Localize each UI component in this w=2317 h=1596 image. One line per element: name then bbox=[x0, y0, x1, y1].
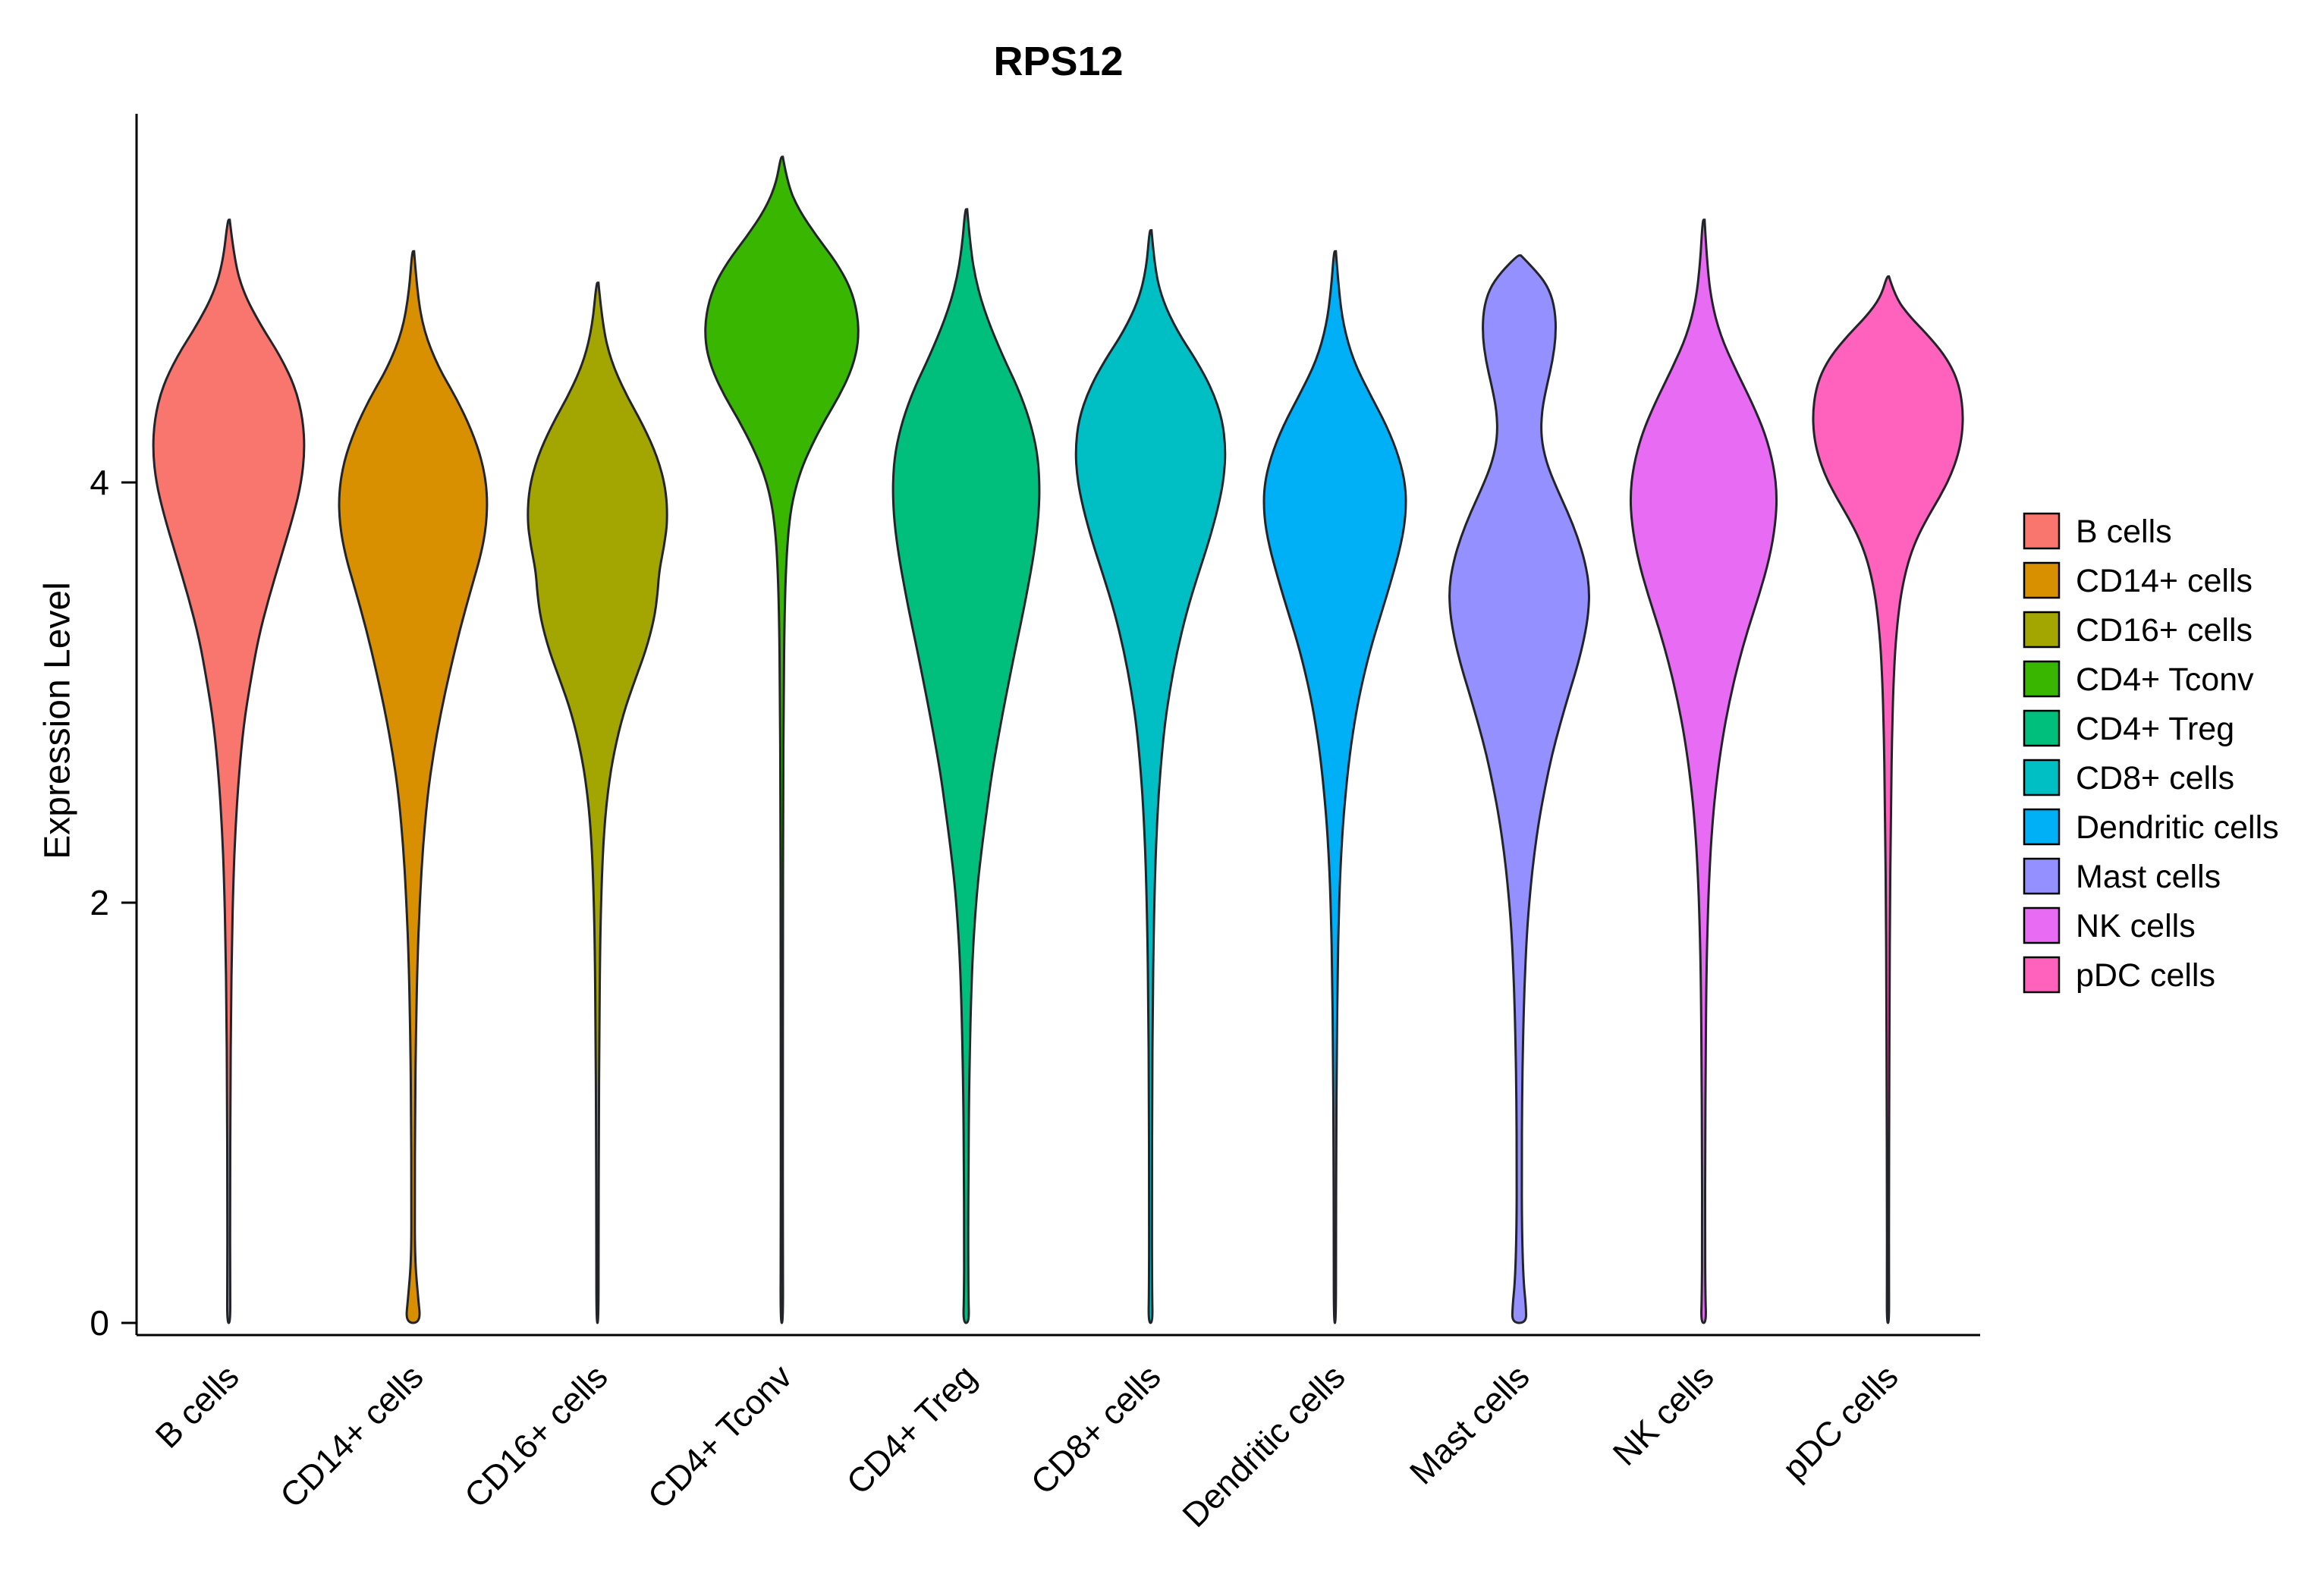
x-axis-label-mast-cells: Mast cells bbox=[1402, 1357, 1537, 1492]
x-axis-label-pdc-cells: pDC cells bbox=[1775, 1357, 1905, 1488]
x-axis-label-b-cells: B cells bbox=[148, 1357, 247, 1456]
violin-cd16-cells bbox=[527, 281, 668, 1324]
violin-cd14-cells bbox=[338, 250, 489, 1324]
legend-swatch-dendritic-cells bbox=[2023, 808, 2061, 846]
legend-label-mast-cells: Mast cells bbox=[2076, 859, 2221, 895]
violin-cd4-treg bbox=[891, 208, 1041, 1324]
legend-swatch-nk-cells bbox=[2023, 906, 2061, 944]
legend-swatch-cd8-cells bbox=[2023, 759, 2061, 796]
x-axis-label-cd4-tconv: CD4+ Tconv bbox=[640, 1357, 800, 1516]
y-tick-label: 0 bbox=[90, 1303, 109, 1343]
x-axis-label-cd14-cells: CD14+ cells bbox=[272, 1357, 430, 1515]
x-axis-label-cd16-cells: CD16+ cells bbox=[457, 1357, 615, 1515]
legend-label-cd16-cells: CD16+ cells bbox=[2076, 612, 2253, 649]
x-axis-label-dendritic-cells: Dendritic cells bbox=[1174, 1357, 1352, 1535]
legend-swatch-cd14-cells bbox=[2023, 561, 2061, 599]
violin-cd4-tconv bbox=[704, 156, 860, 1324]
legend-label-cd14-cells: CD14+ cells bbox=[2076, 563, 2253, 599]
y-axis-title: Expression Level bbox=[37, 582, 78, 859]
legend-swatch-cd4-tconv bbox=[2023, 660, 2061, 698]
legend-label-cd4-treg: CD4+ Treg bbox=[2076, 711, 2234, 747]
y-tick-label: 4 bbox=[90, 463, 109, 502]
violin-pdc-cells bbox=[1812, 275, 1964, 1324]
legend-label-cd8-cells: CD8+ cells bbox=[2076, 760, 2234, 796]
x-axis-label-cd8-cells: CD8+ cells bbox=[1023, 1357, 1168, 1502]
legend-label-cd4-tconv: CD4+ Tconv bbox=[2076, 661, 2254, 698]
legend-swatch-cd16-cells bbox=[2023, 611, 2061, 649]
x-axis-label-nk-cells: NK cells bbox=[1605, 1357, 1721, 1473]
violin-b-cells bbox=[152, 218, 306, 1324]
legend-label-pdc-cells: pDC cells bbox=[2076, 957, 2215, 994]
legend-swatch-cd4-treg bbox=[2023, 709, 2061, 747]
violin-dendritic-cells bbox=[1262, 250, 1407, 1324]
violin-mast-cells bbox=[1448, 254, 1590, 1324]
legend-swatch-pdc-cells bbox=[2023, 956, 2061, 994]
x-axis-label-cd4-treg: CD4+ Treg bbox=[839, 1357, 984, 1502]
plot-title: RPS12 bbox=[993, 39, 1124, 84]
legend-swatch-b-cells bbox=[2023, 512, 2061, 550]
legend-label-nk-cells: NK cells bbox=[2076, 908, 2196, 944]
violin-cd8-cells bbox=[1074, 229, 1227, 1324]
violin-nk-cells bbox=[1629, 218, 1778, 1324]
legend-swatch-mast-cells bbox=[2023, 857, 2061, 895]
legend-label-dendritic-cells: Dendritic cells bbox=[2076, 809, 2279, 846]
legend-label-b-cells: B cells bbox=[2076, 514, 2172, 550]
y-tick-label: 2 bbox=[90, 883, 109, 922]
